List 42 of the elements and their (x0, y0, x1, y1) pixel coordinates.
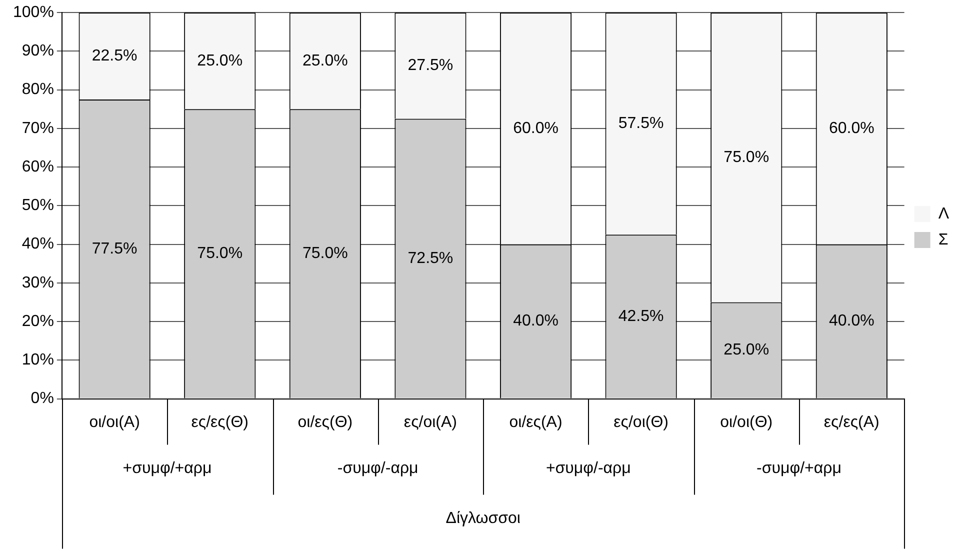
data-label: 60.0% (513, 120, 558, 137)
data-label: 25.0% (197, 52, 243, 70)
data-label: 75.0% (724, 148, 770, 166)
y-tick-label: 10% (22, 352, 54, 369)
data-label: 27.5% (408, 57, 454, 74)
text: +συμφ/-αρμ (546, 460, 631, 478)
data-label: 25.0% (724, 342, 770, 359)
legend-label: Σ (938, 231, 948, 248)
x-tick-label: οι/ες(Θ) (298, 414, 353, 431)
y-tick-label: 30% (22, 274, 54, 292)
x-tick-label: οι/οι(Θ) (720, 414, 773, 431)
y-tick-label: 60% (22, 158, 54, 176)
x-tick-label: ες/ες(Α) (824, 414, 880, 431)
data-label: 40.0% (828, 312, 874, 330)
x-tick-label: ες/οι(Α) (404, 414, 458, 431)
text: -συμφ/-αρμ (337, 460, 418, 478)
y-tick-label: 100% (13, 4, 54, 22)
x-tick-label: ες/ες(Θ) (191, 414, 248, 431)
data-label: 25.0% (302, 52, 348, 70)
y-tick-label: 20% (22, 312, 54, 330)
x-tick-label: οι/ες(Α) (509, 414, 562, 431)
data-label: 42.5% (618, 308, 664, 325)
data-label: 75.0% (197, 245, 243, 262)
text: +συμφ/+αρμ (122, 460, 212, 478)
y-tick-label: 40% (22, 236, 54, 253)
y-tick-label: 0% (30, 390, 54, 408)
text: -συμφ/+αρμ (756, 460, 842, 478)
data-label: 75.0% (302, 245, 348, 262)
legend-label: Λ (938, 205, 950, 222)
y-tick-label: 90% (22, 42, 54, 60)
data-label: 57.5% (618, 115, 664, 132)
data-label: 60.0% (828, 120, 874, 137)
x-tick-label: ες/οι(Θ) (614, 414, 668, 431)
data-label: 72.5% (408, 250, 454, 267)
data-label: 22.5% (92, 47, 138, 64)
y-tick-label: 50% (22, 197, 54, 214)
y-tick-label: 80% (22, 81, 54, 98)
data-label: 40.0% (513, 312, 558, 330)
text: Δίγλωσσοι (446, 510, 521, 528)
data-label: 77.5% (92, 240, 138, 258)
y-tick-label: 70% (22, 120, 54, 137)
x-tick-label: οι/οι(Α) (89, 414, 140, 431)
